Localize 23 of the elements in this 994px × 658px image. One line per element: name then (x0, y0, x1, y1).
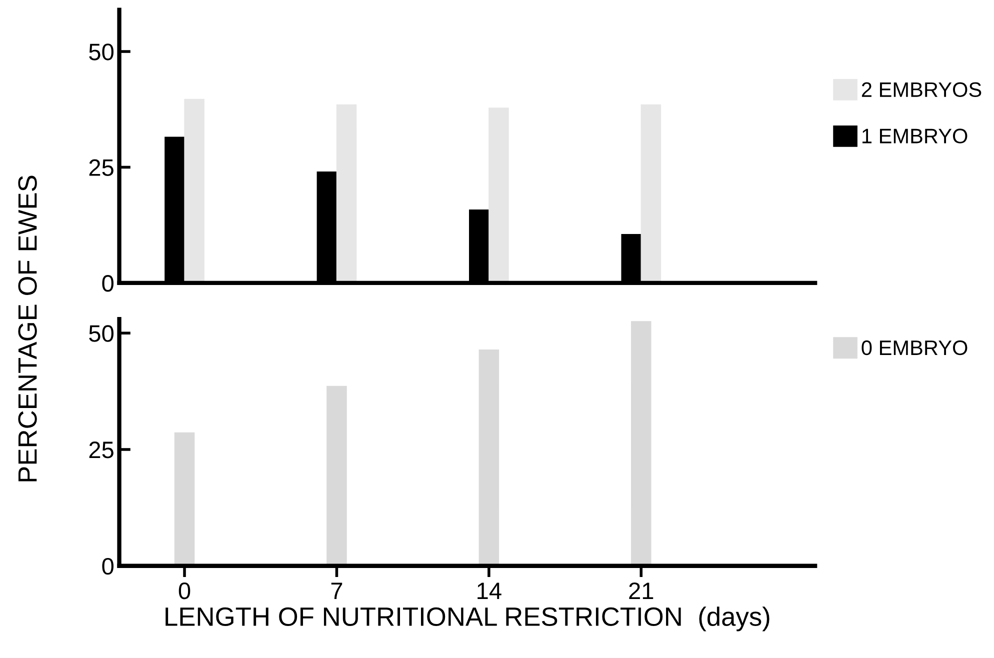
y-tick-label: 0 (102, 275, 114, 292)
bar (640, 104, 662, 283)
y-axis-title: PERCENTAGE OF EWES (18, 176, 37, 482)
y-tick-label: 50 (89, 325, 114, 342)
bar (488, 108, 509, 283)
legend-label: 1 EMBRYO (862, 128, 968, 144)
bar (630, 321, 652, 566)
y-tick-label: 0 (102, 558, 114, 575)
x-tick-label: 7 (331, 582, 342, 599)
x-tick-label: 14 (478, 582, 502, 599)
x-tick-label: 0 (178, 582, 190, 600)
bar (184, 98, 204, 283)
bar (336, 104, 357, 283)
legend-label: 0 EMBRYO (862, 340, 968, 356)
bar (174, 432, 195, 566)
y-tick-label: 50 (89, 44, 114, 60)
x-axis-title: LENGTH OF NUTRITIONAL RESTRICTION (days) (166, 606, 770, 632)
y-tick-label: 25 (89, 442, 114, 458)
bar (478, 350, 500, 566)
legend-label: 2 EMBRYOS (862, 82, 982, 98)
bar (326, 386, 347, 566)
x-tick-label: 21 (629, 582, 654, 599)
y-tick-label: 25 (89, 159, 114, 176)
